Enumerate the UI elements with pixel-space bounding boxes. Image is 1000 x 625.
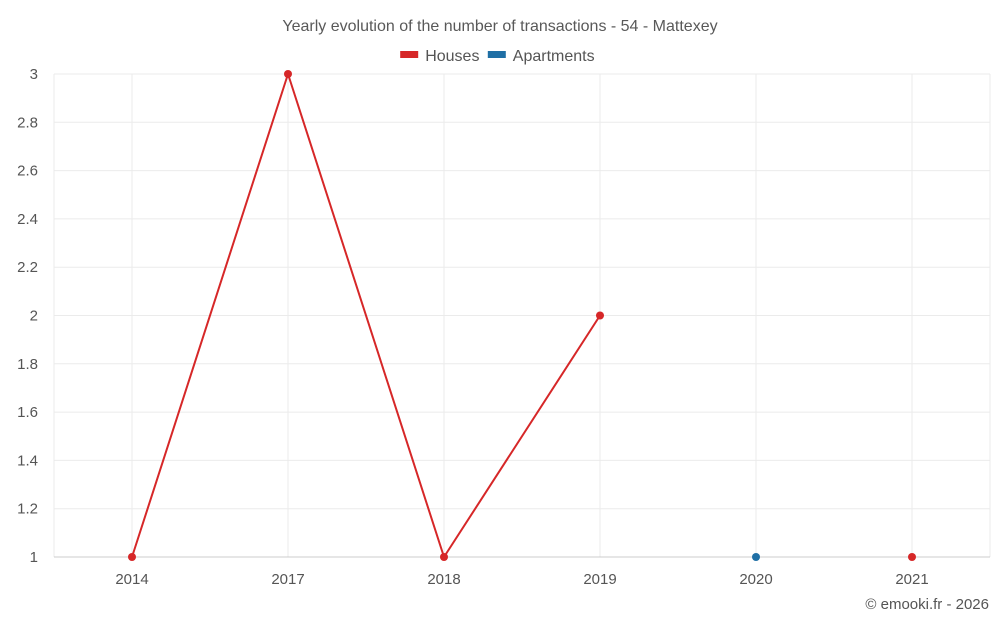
legend-item-apartments[interactable]: Apartments — [487, 48, 595, 65]
y-tick-label: 1 — [30, 549, 38, 566]
credit-text: © emooki.fr - 2026 — [865, 596, 989, 613]
y-axis: 1 1.2 1.4 1.6 1.8 2 2.2 2.4 2.6 2.8 3 — [17, 66, 38, 566]
x-tick-label: 2021 — [895, 571, 928, 588]
apartments-data-point[interactable] — [752, 553, 760, 561]
x-tick-label: 2020 — [739, 571, 772, 588]
y-tick-label: 2.2 — [17, 259, 38, 276]
y-tick-label: 2.8 — [17, 114, 38, 131]
legend-swatch-apartments — [487, 51, 506, 58]
x-tick-label: 2014 — [115, 571, 148, 588]
houses-series-line — [131, 73, 601, 558]
y-tick-label: 1.4 — [17, 452, 38, 469]
legend-label-houses: Houses — [425, 48, 479, 65]
y-tick-label: 3 — [30, 66, 38, 83]
y-tick-label: 2 — [30, 308, 38, 325]
houses-data-point[interactable] — [596, 311, 604, 320]
legend-label-apartments: Apartments — [513, 48, 595, 65]
legend: Houses Apartments — [400, 48, 595, 65]
chart-title: Yearly evolution of the number of transa… — [282, 18, 717, 35]
y-tick-label: 2.6 — [17, 163, 38, 180]
grid — [53, 73, 991, 558]
houses-data-point[interactable] — [440, 553, 448, 561]
x-axis: 2014 2017 2018 2019 2020 2021 — [115, 571, 928, 588]
legend-swatch-houses — [400, 51, 419, 58]
y-tick-label: 1.8 — [17, 356, 38, 373]
y-tick-label: 1.6 — [17, 404, 38, 421]
houses-data-point[interactable] — [908, 553, 916, 561]
x-tick-label: 2017 — [271, 571, 304, 588]
x-tick-label: 2019 — [583, 571, 616, 588]
houses-data-point[interactable] — [128, 553, 136, 561]
houses-data-point[interactable] — [284, 70, 292, 78]
x-tick-label: 2018 — [427, 571, 460, 588]
y-tick-label: 2.4 — [17, 211, 38, 228]
legend-item-houses[interactable]: Houses — [400, 48, 479, 65]
plot-area — [128, 70, 916, 561]
y-tick-label: 1.2 — [17, 501, 38, 518]
